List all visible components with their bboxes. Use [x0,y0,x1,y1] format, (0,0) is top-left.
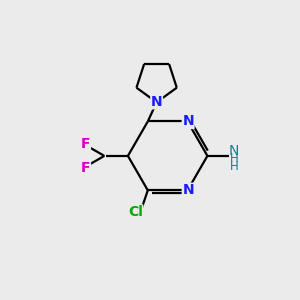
Text: H: H [230,152,238,165]
Text: Cl: Cl [128,205,143,219]
Text: H: H [230,160,238,173]
Text: N: N [229,144,239,158]
Text: F: F [81,161,90,175]
Text: N: N [151,95,162,109]
Text: F: F [81,137,90,151]
Text: N: N [182,115,194,128]
Text: N: N [182,183,194,197]
